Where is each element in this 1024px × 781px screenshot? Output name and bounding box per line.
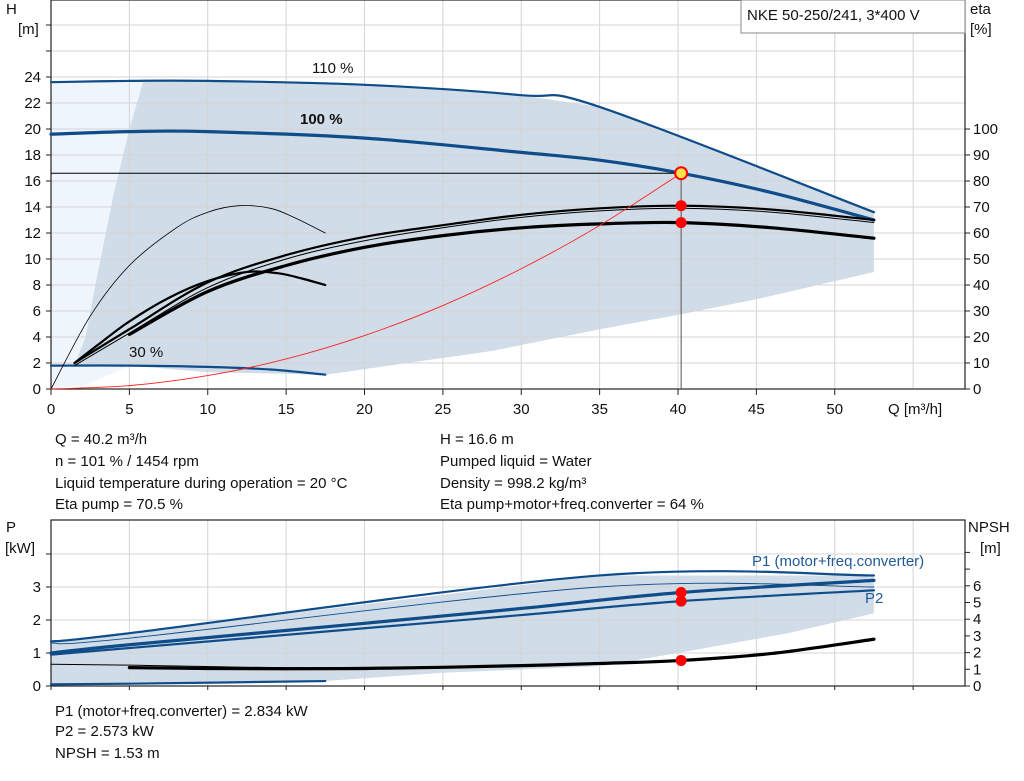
curve-p1-110 xyxy=(49,570,876,643)
y-tick-label: 8 xyxy=(33,277,41,294)
curve-eta-total xyxy=(127,220,876,336)
curve-p1-thin xyxy=(50,582,875,645)
y-tick-label: 4 xyxy=(33,329,41,346)
x-tick-label: 50 xyxy=(826,401,843,418)
y-right-tick-label: 0 xyxy=(973,678,981,695)
curve-eta-pump-thin xyxy=(74,207,875,367)
curve-system xyxy=(50,172,682,390)
curve-h30 xyxy=(49,364,327,376)
x-tick-label: 15 xyxy=(278,401,295,418)
y-tick-label: 24 xyxy=(24,69,41,86)
y-right-axis-unit: [%] xyxy=(970,21,992,38)
curve-eta-low xyxy=(73,270,327,365)
operating-range-area xyxy=(74,80,874,375)
plot-frame xyxy=(50,0,966,390)
y-tick-label: 14 xyxy=(24,199,41,216)
x-tick-label: 45 xyxy=(748,401,765,418)
y-tick-label: 16 xyxy=(24,173,41,190)
y-right-tick-label: 4 xyxy=(973,611,981,628)
y-axis-unit: [m] xyxy=(18,21,39,38)
y-right-axis-label: NPSH xyxy=(968,519,1010,536)
y-tick-label: 3 xyxy=(33,579,41,596)
y-right-tick-label: 3 xyxy=(973,628,981,645)
curve-label-100: 100 % xyxy=(300,111,343,128)
y-tick-label: 20 xyxy=(24,121,41,138)
curve-label-110: 110 % xyxy=(312,60,353,77)
y-right-tick-label: 70 xyxy=(973,199,990,216)
curve-label-30: 30 % xyxy=(129,344,163,361)
y-tick-label: 22 xyxy=(24,95,41,112)
info-eta-pump: Eta pump = 70.5 % xyxy=(55,496,183,513)
y-right-axis-label: eta xyxy=(970,1,992,18)
info-temperature: Liquid temperature during operation = 20… xyxy=(55,475,348,492)
info-p2: P2 = 2.573 kW xyxy=(55,723,154,740)
curve-npsh-thin xyxy=(50,663,444,669)
y-axis-unit: [kW] xyxy=(5,540,35,557)
info-liquid: Pumped liquid = Water xyxy=(440,453,592,470)
x-tick-label: 30 xyxy=(513,401,530,418)
y-tick-label: 0 xyxy=(33,381,41,398)
x-tick-label: 10 xyxy=(199,401,216,418)
chart-title: NKE 50-250/241, 3*400 V xyxy=(747,7,920,24)
y-tick-label: 6 xyxy=(33,303,41,320)
y-right-axis-unit: [m] xyxy=(980,540,1001,557)
x-tick-label: 40 xyxy=(670,401,687,418)
y-right-tick-label: 60 xyxy=(973,225,990,242)
info-q: Q = 40.2 m³/h xyxy=(55,431,148,448)
y-tick-label: 18 xyxy=(24,147,41,164)
y-right-tick-label: 6 xyxy=(973,578,981,595)
info-p1: P1 (motor+freq.converter) = 2.834 kW xyxy=(55,703,308,720)
curve-p2 xyxy=(49,589,876,656)
p1-point xyxy=(675,586,687,598)
y-right-tick-label: 30 xyxy=(973,303,990,320)
info-density: Density = 998.2 kg/m³ xyxy=(440,475,587,492)
y-right-tick-label: 0 xyxy=(973,381,981,398)
x-tick-label: 25 xyxy=(435,401,452,418)
y-right-tick-label: 100 xyxy=(973,121,998,138)
y-tick-label: 12 xyxy=(24,225,41,242)
y-right-tick-label: 80 xyxy=(973,173,990,190)
curve-eta-pump xyxy=(73,204,876,365)
info-eta-total: Eta pump+motor+freq.converter = 64 % xyxy=(440,496,704,513)
curve-h110 xyxy=(49,79,876,214)
y-tick-label: 1 xyxy=(33,645,41,662)
x-tick-label: 0 xyxy=(47,401,55,418)
title-box xyxy=(740,0,966,34)
y-tick-label: 2 xyxy=(33,355,41,372)
y-right-tick-label: 90 xyxy=(973,147,990,164)
curve-p-low xyxy=(49,679,327,686)
x-tick-label: 35 xyxy=(591,401,608,418)
curve-label-p2: P2 xyxy=(865,590,883,607)
curve-h100 xyxy=(49,129,876,222)
y-tick-label: 0 xyxy=(33,678,41,695)
y-right-tick-label: 40 xyxy=(973,277,990,294)
curve-eta-low-thin xyxy=(50,205,326,390)
npsh-point xyxy=(675,654,687,666)
x-tick-label: 5 xyxy=(125,401,133,418)
eta-total-point xyxy=(675,217,687,229)
curve-npsh xyxy=(127,637,876,671)
x-axis-label: Q [m³/h] xyxy=(888,401,942,418)
y-tick-label: 10 xyxy=(24,251,41,268)
curve-p1 xyxy=(49,578,876,655)
y-axis-label: P xyxy=(6,519,16,536)
info-npsh: NPSH = 1.53 m xyxy=(55,745,160,762)
y-right-tick-label: 20 xyxy=(973,329,990,346)
duty-point xyxy=(674,166,689,181)
y-right-tick-label: 1 xyxy=(973,661,981,678)
x-tick-label: 20 xyxy=(356,401,373,418)
p2-point xyxy=(675,595,687,607)
y-right-tick-label: 2 xyxy=(973,645,981,662)
y-right-tick-label: 5 xyxy=(973,595,981,612)
info-speed: n = 101 % / 1454 rpm xyxy=(55,453,199,470)
y-right-tick-label: 50 xyxy=(973,251,990,268)
curve-label-p1: P1 (motor+freq.converter) xyxy=(752,553,924,570)
y-axis-label: H xyxy=(6,1,17,18)
info-h: H = 16.6 m xyxy=(440,431,514,448)
y-right-tick-label: 10 xyxy=(973,355,990,372)
eta-pump-point xyxy=(675,200,687,212)
y-tick-label: 2 xyxy=(33,612,41,629)
